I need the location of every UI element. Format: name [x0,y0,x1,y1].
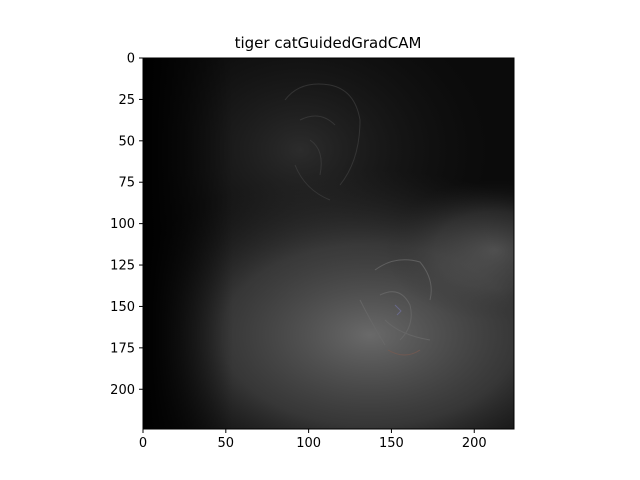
texture-edges-bottom [359,259,432,356]
y-tick-label: 25 [118,93,135,108]
heatmap-image [143,58,514,429]
y-tick-label: 0 [127,52,135,67]
x-tick-label: 0 [139,436,147,451]
x-tick-label: 200 [462,436,487,451]
chart-title: tiger catGuidedGradCAM [235,34,422,52]
x-tick-label: 100 [296,436,321,451]
y-tick-label: 175 [110,341,135,356]
texture-edges-top [284,83,361,201]
y-tick-label: 100 [110,217,135,232]
y-axis: 0 25 50 75 100 125 150 175 200 [110,52,143,398]
y-tick-label: 125 [110,259,135,274]
x-tick-label: 50 [218,436,235,451]
y-tick-label: 75 [118,176,135,191]
y-tick-label: 150 [110,300,135,315]
x-axis: 0 50 100 150 200 [139,429,487,451]
axes-frame [142,57,515,430]
y-tick-label: 50 [118,134,135,149]
y-tick-label: 200 [110,383,135,398]
x-tick-label: 150 [379,436,404,451]
